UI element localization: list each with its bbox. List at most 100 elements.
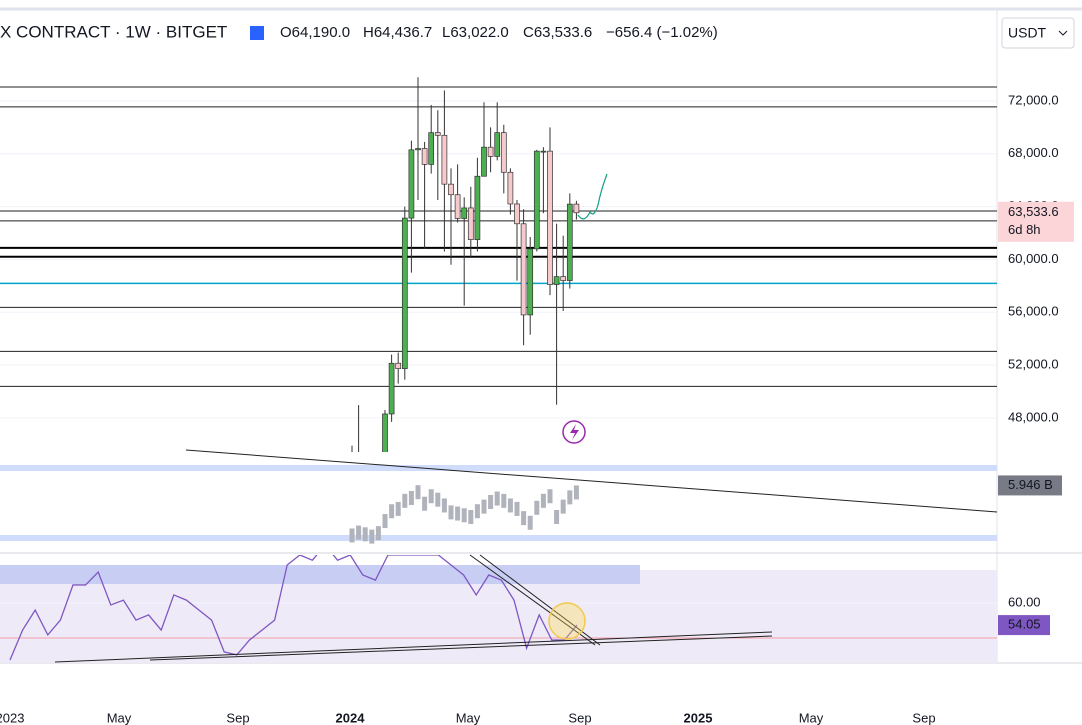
volume-bar: [488, 495, 494, 509]
dropdown-arrow[interactable]: [1058, 30, 1068, 36]
rsi-label: 54.05: [1008, 617, 1041, 632]
rsi-zone: [0, 565, 640, 584]
x-tick-label: May: [107, 710, 132, 725]
currency-label[interactable]: USDT: [1008, 25, 1047, 41]
volume-bar: [554, 510, 560, 524]
projection: [577, 173, 608, 220]
candle-body: [356, 472, 361, 501]
exchange-flag: [250, 26, 264, 40]
candle-body: [500, 132, 507, 173]
volume-bar: [567, 490, 573, 505]
volume-bar: [481, 499, 487, 514]
trendline: [54, 631, 773, 663]
candle-body: [540, 150, 547, 153]
candle-body: [434, 132, 441, 136]
volume-bar: [534, 500, 540, 515]
highlight: [548, 602, 586, 640]
candle-body: [369, 497, 374, 503]
candle-body: [533, 150, 540, 250]
volume-bar: [494, 491, 500, 506]
candle-body: [401, 217, 408, 370]
zone: [0, 535, 997, 541]
countdown: 6d 8h: [1008, 222, 1041, 237]
volume-bar: [448, 505, 454, 520]
x-tick-label: Sep: [226, 710, 249, 725]
last-price-label: 63,533.6: [1008, 204, 1059, 219]
candle-body: [474, 175, 481, 240]
volume-bar: [349, 528, 355, 543]
zone: [0, 465, 997, 471]
x-tick-label: 2024: [336, 710, 366, 725]
candle-body: [382, 413, 388, 452]
candle-body: [428, 132, 435, 165]
volume-bar: [382, 514, 388, 529]
event-bolt[interactable]: [570, 424, 579, 440]
ohlc-open: O64,190.0: [280, 24, 350, 41]
candle-body: [415, 148, 421, 151]
volume-bar: [402, 493, 408, 508]
candle-body: [520, 223, 527, 316]
volume-bar: [422, 496, 428, 511]
candle-body: [566, 203, 573, 281]
currency-button[interactable]: USDT: [1001, 17, 1075, 49]
volume-bar: [441, 498, 447, 513]
volume-bar: [514, 501, 520, 516]
volume-bar: [428, 489, 434, 504]
candle-body: [408, 149, 415, 219]
volume-bar: [507, 498, 513, 513]
candle-body: [507, 171, 514, 205]
x-tick-label: 2023: [0, 710, 24, 725]
trendline: [149, 635, 773, 661]
x-tick-label: May: [456, 710, 481, 725]
volume-bar: [395, 501, 401, 516]
volume-bar: [573, 485, 579, 500]
trendline: [469, 554, 596, 646]
y-tick-label: 56,000.0: [1008, 304, 1059, 319]
candle-body: [467, 207, 474, 240]
y-tick-label: 60.00: [1008, 595, 1041, 610]
volume-bar: [547, 489, 553, 504]
candle-body: [441, 134, 448, 185]
candle-body: [527, 248, 534, 316]
volume-bar: [501, 493, 507, 508]
candle-body: [481, 146, 487, 177]
ohlc-change: −656.4 (−1.02%): [606, 24, 718, 41]
candle-body: [487, 146, 494, 157]
currency-box[interactable]: [1001, 17, 1075, 49]
y-tick-label: 52,000.0: [1008, 357, 1059, 372]
last-price-box: [998, 201, 1074, 242]
candle-body: [514, 203, 520, 225]
ohlc-high: H64,436.7: [363, 24, 432, 41]
candle-body: [461, 207, 468, 219]
volume-bar: [455, 506, 461, 521]
volume-bar: [461, 508, 467, 523]
y-tick-label: 72,000.0: [1008, 92, 1059, 107]
candle-body: [350, 472, 355, 494]
volume-bar: [435, 492, 441, 507]
candle-body: [560, 276, 567, 281]
volume-bar: [408, 490, 414, 505]
ohlc-close: C63,533.6: [523, 24, 592, 41]
rsi-label-box: [998, 615, 1050, 636]
candle-body: [395, 362, 402, 370]
top-bar: [0, 0, 1082, 8]
volume-bar: [362, 527, 368, 542]
rsi-line: [9, 555, 578, 661]
x-tick-label: Sep: [568, 710, 591, 725]
x-tick-label: 2025: [684, 710, 713, 725]
event-icon[interactable]: [562, 420, 586, 444]
x-tick-label: Sep: [912, 710, 935, 725]
volume-bar: [560, 499, 566, 514]
volume-bar: [356, 525, 362, 540]
volume-bar: [369, 529, 375, 544]
candle-body: [421, 148, 428, 165]
volume-bar: [474, 504, 480, 519]
volume-bar: [527, 515, 533, 530]
y-tick-label: 60,000.0: [1008, 251, 1059, 266]
volume-bar: [521, 511, 527, 526]
volume-bar: [468, 510, 474, 524]
candle-body: [454, 194, 461, 219]
candle-body: [573, 203, 580, 214]
candle-body: [448, 183, 454, 196]
